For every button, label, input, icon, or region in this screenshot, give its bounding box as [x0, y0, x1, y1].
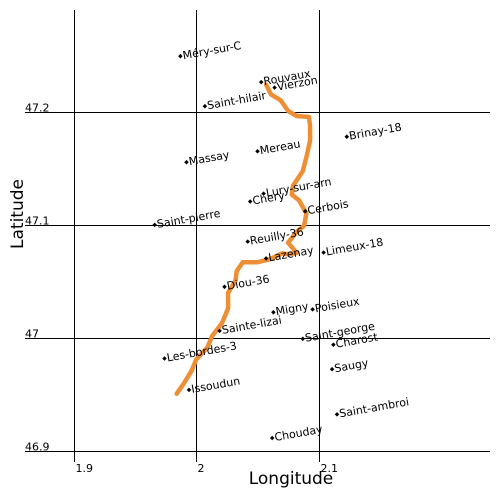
route-line — [174, 82, 313, 397]
place-label: Massay — [188, 148, 231, 168]
y-tick-label: 47.2 — [25, 102, 50, 115]
place-label: Diou-36 — [226, 272, 271, 292]
place-marker: Saugy — [329, 356, 370, 375]
place-marker: Brinay-18 — [344, 121, 403, 143]
place-label: Saint-pierre — [156, 207, 222, 231]
place-dot — [269, 435, 275, 441]
place-marker: Sainte-lizai — [217, 314, 283, 337]
place-marker: Mereau — [255, 137, 301, 157]
place-marker: Reuilly-36 — [245, 225, 305, 248]
place-label: Chouday — [273, 423, 324, 444]
place-dot — [329, 366, 335, 372]
place-label: Méry-sur-C — [182, 39, 243, 62]
place-label: Cerbois — [306, 197, 349, 217]
place-dot — [178, 53, 183, 59]
grid-lines — [25, 10, 490, 462]
place-marker: Massay — [184, 148, 231, 168]
place-label: Issoudun — [190, 374, 241, 395]
place-label: Chery — [251, 189, 286, 208]
place-dot — [310, 307, 315, 312]
place-label: Migny — [275, 300, 310, 319]
x-tick-label: 1.9 — [76, 462, 94, 475]
y-tick-label: 47.1 — [25, 215, 50, 228]
place-marker: Cerbois — [302, 197, 350, 217]
place-label: Lazenay — [267, 244, 315, 265]
place-label: Saint-hilair — [206, 89, 267, 112]
place-dot — [344, 134, 350, 139]
place-dot — [222, 284, 227, 290]
place-dot — [271, 310, 276, 315]
place-marker: Les-bordes-3 — [162, 339, 238, 364]
place-dot — [186, 387, 192, 393]
place-marker: Méry-sur-C — [178, 39, 243, 62]
place-marker: Lazenay — [263, 244, 315, 265]
x-tick-label: 2.1 — [321, 462, 339, 475]
place-dot — [331, 342, 336, 347]
y-tick-label: 46.9 — [25, 441, 50, 454]
place-marker: Issoudun — [186, 374, 241, 396]
place-marker: Migny — [271, 300, 310, 319]
y-tick-label: 47 — [25, 328, 39, 341]
place-label: Saint-ambroi — [338, 395, 410, 420]
place-label: Mereau — [259, 137, 302, 157]
place-marker: Saint-ambroi — [334, 395, 410, 420]
route-layer — [174, 82, 313, 397]
place-dot — [300, 336, 306, 342]
y-axis-title: Latitude — [8, 179, 28, 249]
x-axis-title: Longitude — [249, 469, 334, 489]
place-dot — [202, 103, 208, 109]
place-label: Poisieux — [314, 295, 361, 316]
place-label: Reuilly-36 — [249, 225, 305, 247]
place-dot — [334, 412, 340, 417]
place-marker: Poisieux — [310, 295, 361, 316]
place-label: Sainte-lizai — [221, 314, 283, 337]
place-dot — [217, 328, 222, 334]
place-marker: Chery — [247, 189, 286, 208]
place-marker: Chouday — [269, 423, 324, 444]
place-dot — [263, 256, 269, 261]
place-marker: Diou-36 — [222, 272, 271, 293]
place-marker: Saint-hilair — [202, 89, 267, 112]
place-marker: Saint-pierre — [152, 207, 222, 231]
place-label: Les-bordes-3 — [166, 339, 238, 364]
place-marker: Limeux-18 — [321, 236, 384, 259]
place-label: Brinay-18 — [348, 121, 403, 143]
place-label: Limeux-18 — [325, 236, 384, 259]
place-dot — [162, 356, 167, 361]
x-tick-label: 2 — [198, 462, 205, 475]
place-label: Saugy — [333, 356, 369, 375]
tick-labels: 1.9 2 2.1 46.9 47 47.1 47.2 — [25, 102, 338, 476]
